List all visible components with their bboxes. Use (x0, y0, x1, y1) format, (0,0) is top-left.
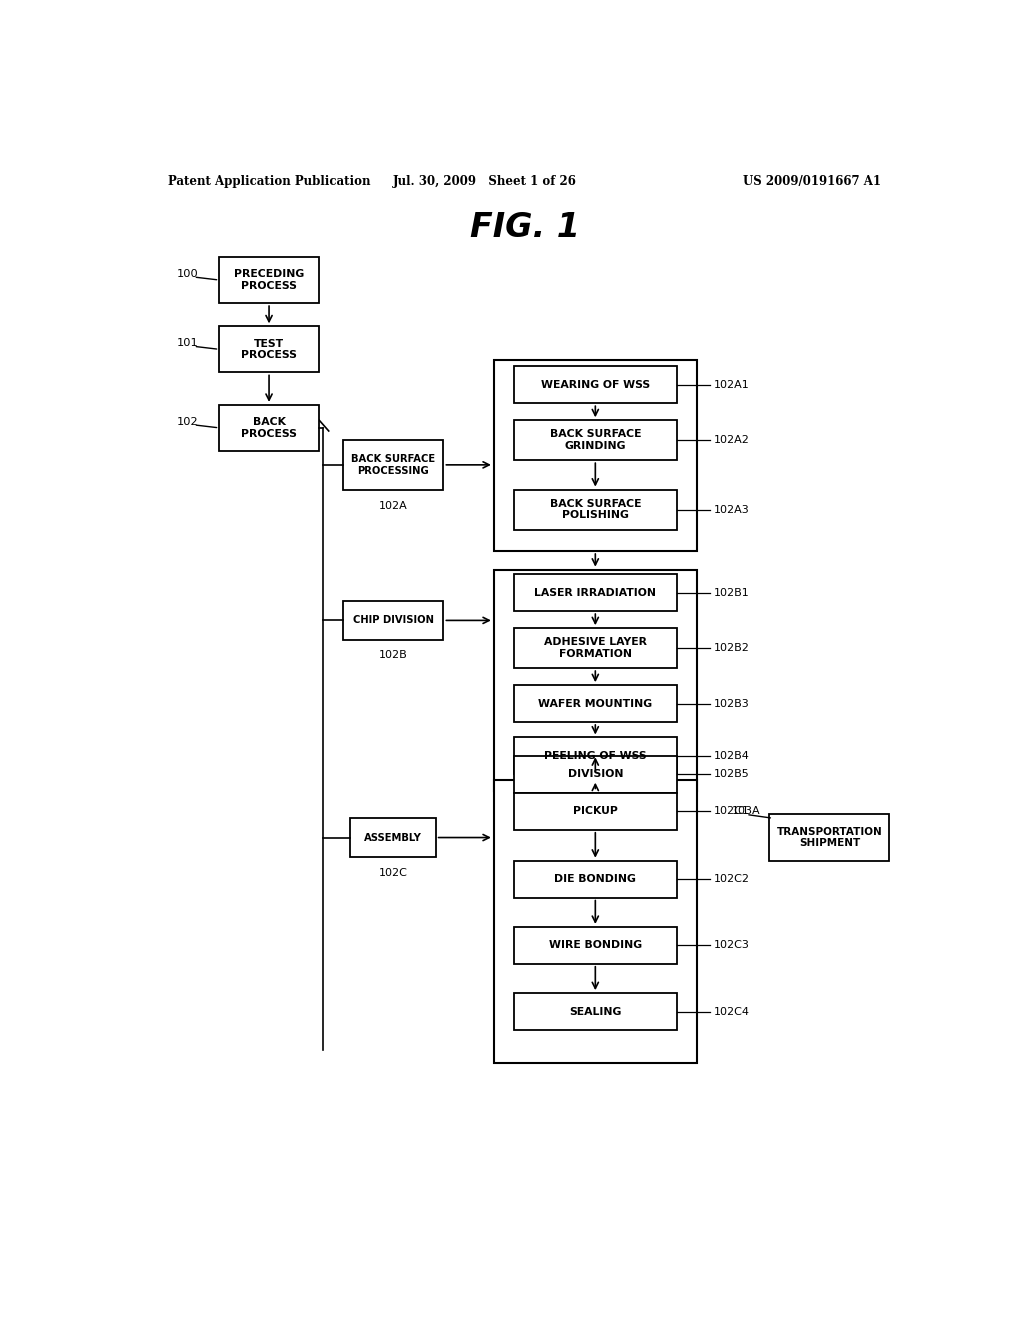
Text: BACK SURFACE
GRINDING: BACK SURFACE GRINDING (550, 429, 641, 451)
Text: 102C3: 102C3 (714, 940, 750, 950)
Bar (343, 440, 443, 490)
Text: WAFER MOUNTING: WAFER MOUNTING (539, 698, 652, 709)
Text: 102A1: 102A1 (714, 380, 750, 389)
Bar (514, 793, 677, 830)
Text: 102B2: 102B2 (714, 643, 750, 653)
Bar (514, 927, 677, 964)
Text: DIE BONDING: DIE BONDING (554, 874, 636, 884)
Text: 100: 100 (177, 269, 199, 279)
Bar (219, 257, 318, 304)
Bar (514, 628, 677, 668)
Text: 102B5: 102B5 (714, 770, 750, 779)
Bar (514, 756, 677, 793)
Text: WEARING OF WSS: WEARING OF WSS (541, 380, 650, 389)
Text: 102C: 102C (379, 867, 408, 878)
Text: TEST
PROCESS: TEST PROCESS (241, 338, 297, 360)
Bar (494, 780, 697, 1063)
Bar (219, 326, 318, 372)
Bar (350, 818, 435, 857)
Text: US 2009/0191667 A1: US 2009/0191667 A1 (743, 176, 882, 189)
Text: WIRE BONDING: WIRE BONDING (549, 940, 642, 950)
Text: 102A3: 102A3 (714, 504, 750, 515)
Text: 102: 102 (177, 417, 199, 426)
Bar (514, 685, 677, 722)
Bar (494, 570, 697, 792)
Text: BACK SURFACE
PROCESSING: BACK SURFACE PROCESSING (351, 454, 435, 475)
Text: DIVISION: DIVISION (567, 770, 623, 779)
Text: 102B3: 102B3 (714, 698, 750, 709)
Text: 102B: 102B (379, 651, 408, 660)
Bar (514, 861, 677, 898)
Bar (514, 420, 677, 461)
Text: BACK
PROCESS: BACK PROCESS (241, 417, 297, 438)
Text: SEALING: SEALING (569, 1007, 622, 1016)
Text: Patent Application Publication: Patent Application Publication (168, 176, 371, 189)
Text: 102C4: 102C4 (714, 1007, 750, 1016)
Bar (343, 601, 443, 640)
Text: Jul. 30, 2009   Sheet 1 of 26: Jul. 30, 2009 Sheet 1 of 26 (392, 176, 577, 189)
Text: 103A: 103A (732, 805, 761, 816)
Text: TRANSPORTATION
SHIPMENT: TRANSPORTATION SHIPMENT (776, 826, 883, 849)
Bar (769, 814, 890, 861)
Text: 102C2: 102C2 (714, 874, 750, 884)
Text: PEELING OF WSS: PEELING OF WSS (544, 751, 646, 760)
Bar (514, 993, 677, 1030)
Bar (514, 738, 677, 775)
Bar (219, 405, 318, 451)
Text: PRECEDING
PROCESS: PRECEDING PROCESS (233, 269, 304, 290)
Text: CHIP DIVISION: CHIP DIVISION (352, 615, 433, 626)
Text: 102B4: 102B4 (714, 751, 750, 760)
Text: ASSEMBLY: ASSEMBLY (365, 833, 422, 842)
Text: PICKUP: PICKUP (572, 807, 617, 816)
Text: 102B1: 102B1 (714, 587, 750, 598)
Text: 102C1: 102C1 (714, 807, 750, 816)
Text: 102A: 102A (379, 500, 408, 511)
Text: 101: 101 (177, 338, 199, 348)
Bar (494, 360, 697, 552)
Text: ADHESIVE LAYER
FORMATION: ADHESIVE LAYER FORMATION (544, 638, 647, 659)
Bar (514, 574, 677, 611)
Text: LASER IRRADIATION: LASER IRRADIATION (535, 587, 656, 598)
Text: 102A2: 102A2 (714, 436, 750, 445)
Text: BACK SURFACE
POLISHING: BACK SURFACE POLISHING (550, 499, 641, 520)
Bar (514, 490, 677, 529)
Text: FIG. 1: FIG. 1 (470, 211, 580, 244)
Bar (514, 367, 677, 404)
